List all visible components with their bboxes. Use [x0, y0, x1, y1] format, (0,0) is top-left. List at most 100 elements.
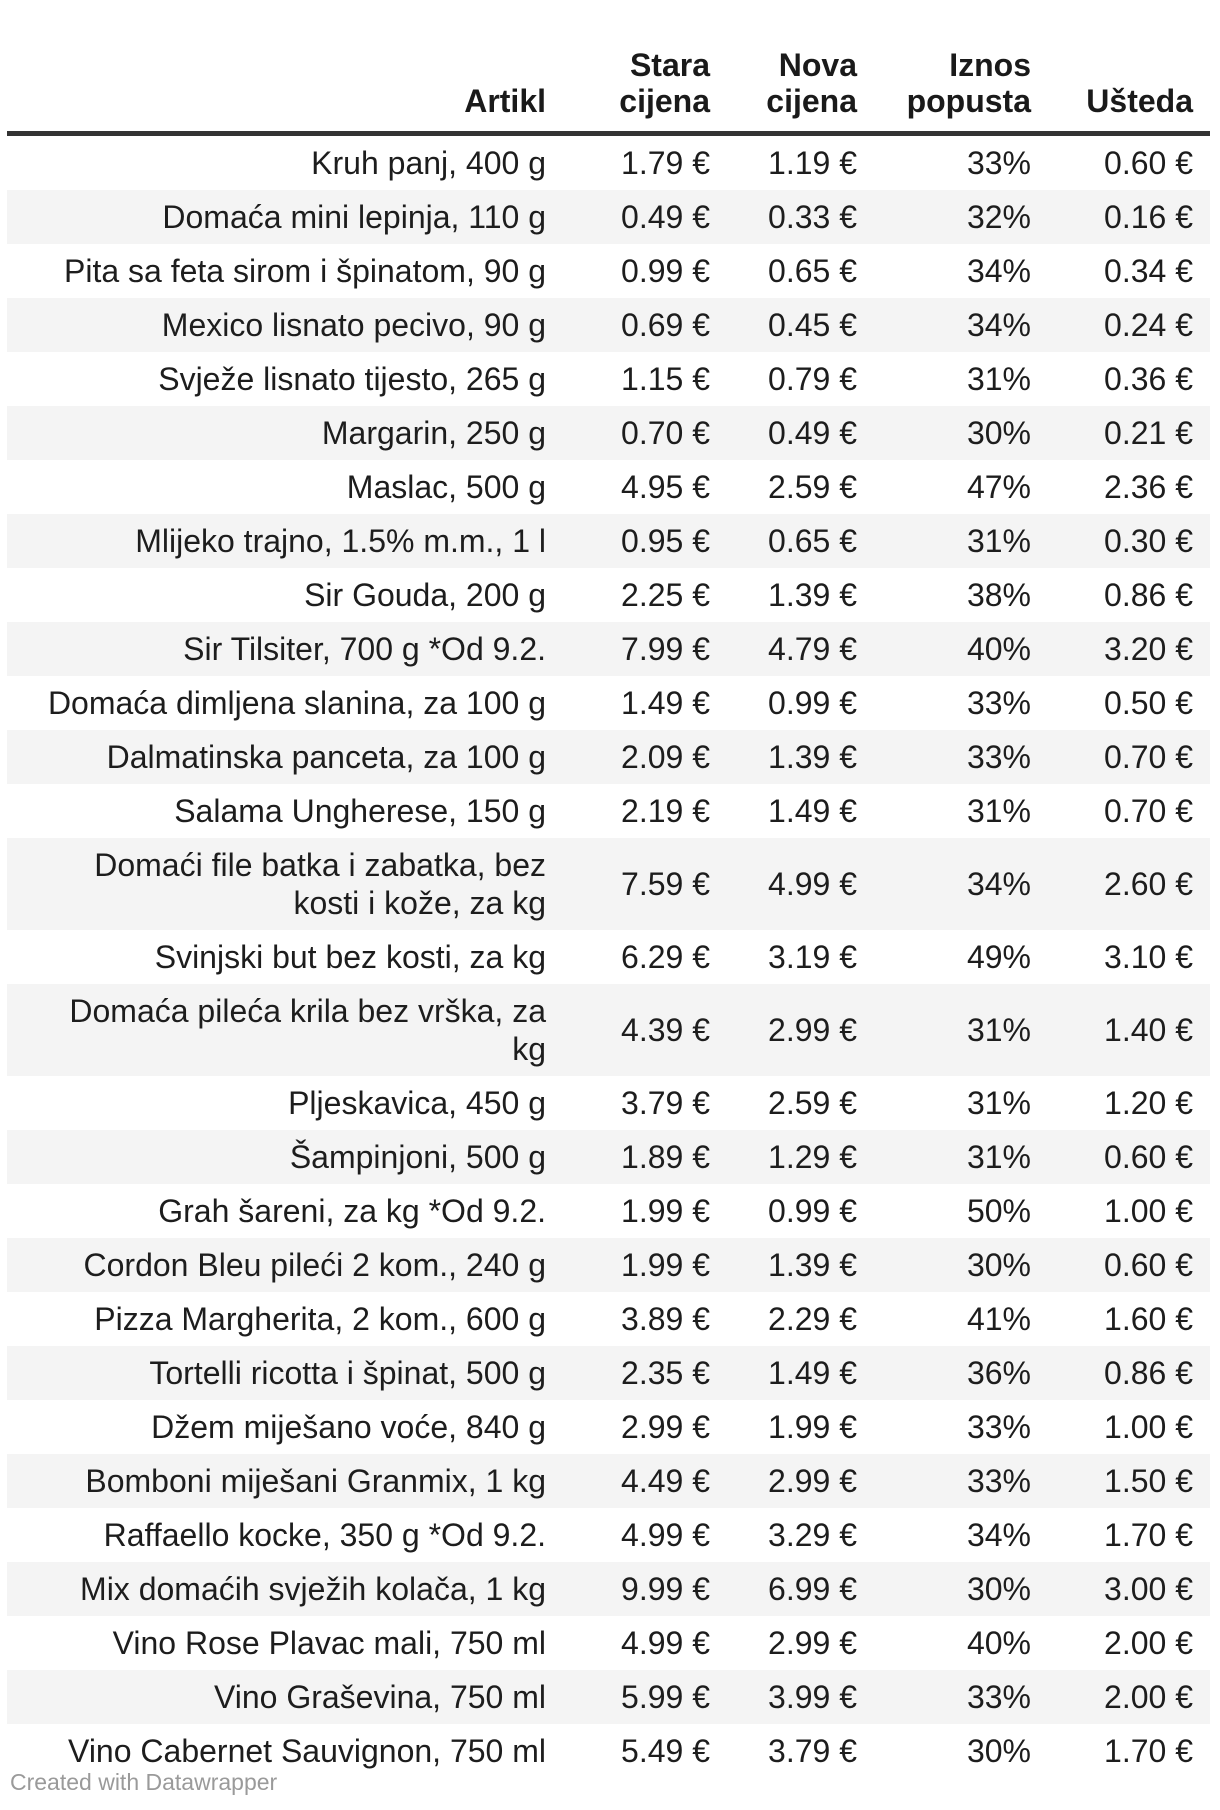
cell-iznos: 33% [966, 685, 1031, 721]
cell-stara: 4.99 € [621, 1517, 710, 1553]
cell-artikl: Sir Gouda, 200 g [304, 577, 546, 613]
cell-artikl: Margarin, 250 g [321, 415, 546, 451]
cell-iznos: 50% [966, 1193, 1031, 1229]
table-row: Sir Gouda, 200 g 2.25 € 1.39 € 38% 0.86 € [7, 568, 1210, 622]
cell-nova: 2.99 € [768, 1012, 857, 1048]
table-row: Mlijeko trajno, 1.5% m.m., 1 l 0.95 € 0.65… [7, 514, 1210, 568]
cell-stara: 2.19 € [621, 793, 710, 829]
cell-usteda: 0.60 € [1104, 1247, 1193, 1283]
cell-artikl: Cordon Bleu pileći 2 kom., 240 g [83, 1247, 546, 1283]
cell-usteda: 0.86 € [1104, 1355, 1193, 1391]
cell-stara: 4.39 € [621, 1012, 710, 1048]
cell-nova: 1.49 € [768, 1355, 857, 1391]
cell-iznos: 31% [966, 793, 1031, 829]
cell-artikl: Vino Graševina, 750 ml [213, 1679, 546, 1715]
cell-stara: 0.49 € [621, 199, 710, 235]
cell-nova: 1.39 € [768, 739, 857, 775]
cell-usteda: 0.86 € [1104, 577, 1193, 613]
table-row: Mexico lisnato pecivo, 90 g 0.69 € 0.45 € 3… [7, 298, 1210, 352]
cell-iznos: 33% [966, 1679, 1031, 1715]
cell-usteda: 0.60 € [1104, 145, 1193, 181]
cell-iznos: 40% [966, 1625, 1031, 1661]
cell-iznos: 30% [966, 1733, 1031, 1769]
cell-nova: 3.99 € [768, 1679, 857, 1715]
cell-nova: 2.99 € [768, 1625, 857, 1661]
datawrapper-credit: Created with Datawrapper [10, 1769, 278, 1795]
cell-nova: 0.99 € [768, 1193, 857, 1229]
table-row: Dalmatinska panceta, za 100 g 2.09 € 1.39 … [7, 730, 1210, 784]
cell-artikl: Domaća dimljena slanina, za 100 g [47, 685, 546, 721]
cell-stara: 9.99 € [621, 1571, 710, 1607]
cell-iznos: 32% [966, 199, 1031, 235]
cell-nova: 1.39 € [768, 577, 857, 613]
table-row: Cordon Bleu pileći 2 kom., 240 g 1.99 € 1.… [7, 1238, 1210, 1292]
cell-nova: 4.99 € [768, 866, 857, 902]
cell-iznos: 36% [966, 1355, 1031, 1391]
cell-usteda: 0.30 € [1104, 523, 1193, 559]
table-row: Raffaello kocke, 350 g *Od 9.2. 4.99 € 3.2… [7, 1508, 1210, 1562]
cell-iznos: 30% [966, 1247, 1031, 1283]
cell-iznos: 41% [966, 1301, 1031, 1337]
table-row: Pljeskavica, 450 g 3.79 € 2.59 € 31% 1.20 € [7, 1076, 1210, 1130]
cell-usteda: 0.60 € [1104, 1139, 1193, 1175]
table-row: Margarin, 250 g 0.70 € 0.49 € 30% 0.21 € [7, 406, 1210, 460]
cell-artikl: Pita sa feta sirom i špinatom, 90 g [64, 253, 546, 289]
cell-nova: 3.79 € [768, 1733, 857, 1769]
cell-artikl: Mexico lisnato pecivo, 90 g [161, 307, 546, 343]
cell-usteda: 0.36 € [1104, 361, 1193, 397]
cell-artikl: Sir Tilsiter, 700 g *Od 9.2. [183, 631, 546, 667]
cell-usteda: 3.10 € [1104, 939, 1193, 975]
table-row: Salama Ungherese, 150 g 2.19 € 1.49 € 31% 0.… [7, 784, 1210, 838]
cell-stara: 4.95 € [621, 469, 710, 505]
cell-stara: 1.99 € [621, 1193, 710, 1229]
cell-usteda: 1.00 € [1104, 1193, 1193, 1229]
cell-artikl: Svježe lisnato tijesto, 265 g [158, 361, 546, 397]
cell-iznos: 31% [966, 1085, 1031, 1121]
cell-artikl: Vino Rose Plavac mali, 750 ml [112, 1625, 546, 1661]
cell-artikl: Svinjski but bez kosti, za kg [154, 939, 546, 975]
cell-nova: 0.45 € [768, 307, 857, 343]
cell-iznos: 31% [966, 523, 1031, 559]
cell-iznos: 31% [966, 361, 1031, 397]
table-row: Pizza Margherita, 2 kom., 600 g 3.89 € 2.2… [7, 1292, 1210, 1346]
cell-usteda: 3.00 € [1104, 1571, 1193, 1607]
cell-artikl: Kruh panj, 400 g [311, 145, 546, 181]
cell-stara: 5.99 € [621, 1679, 710, 1715]
table-row: Džem miješano voće, 840 g 2.99 € 1.99 € 33%… [7, 1400, 1210, 1454]
cell-usteda: 0.70 € [1104, 793, 1193, 829]
cell-artikl: Šampinjoni, 500 g [289, 1139, 546, 1175]
table-row: Sir Tilsiter, 700 g *Od 9.2. 7.99 € 4.79 €… [7, 622, 1210, 676]
cell-stara: 1.79 € [621, 145, 710, 181]
cell-artikl: Domaća pileća krila bez vrška, za kg [69, 993, 546, 1067]
cell-usteda: 0.34 € [1104, 253, 1193, 289]
cell-nova: 3.19 € [768, 939, 857, 975]
cell-artikl: Tortelli ricotta i špinat, 500 g [149, 1355, 546, 1391]
cell-iznos: 31% [966, 1139, 1031, 1175]
table-row: Tortelli ricotta i špinat, 500 g 2.35 € 1.… [7, 1346, 1210, 1400]
table-row: Šampinjoni, 500 g 1.89 € 1.29 € 31% 0.60 € [7, 1130, 1210, 1184]
price-discount-table: Artikl Stara cijena Nova cijena Iznos popus… [7, 0, 1210, 1778]
table-row: Bomboni miješani Granmix, 1 kg 4.49 € 2.99… [7, 1454, 1210, 1508]
cell-iznos: 34% [966, 253, 1031, 289]
column-header-nova: Nova cijena [731, 0, 878, 136]
cell-artikl: Pizza Margherita, 2 kom., 600 g [94, 1301, 546, 1337]
table-header: Artikl Stara cijena Nova cijena Iznos popus… [7, 0, 1210, 136]
cell-usteda: 3.20 € [1104, 631, 1193, 667]
column-header-stara: Stara cijena [567, 0, 731, 136]
cell-nova: 3.29 € [768, 1517, 857, 1553]
table-row: Kruh panj, 400 g 1.79 € 1.19 € 33% 0.60 € [7, 134, 1210, 191]
table-row: Domaći file batka i zabatka, bez kosti i… [7, 838, 1210, 930]
cell-stara: 4.99 € [621, 1625, 710, 1661]
cell-usteda: 2.00 € [1104, 1625, 1193, 1661]
cell-usteda: 1.70 € [1104, 1733, 1193, 1769]
cell-usteda: 1.40 € [1104, 1012, 1193, 1048]
cell-artikl: Domaći file batka i zabatka, bez kosti i… [94, 847, 546, 921]
table-body: Kruh panj, 400 g 1.79 € 1.19 € 33% 0.60 € Dom… [7, 134, 1210, 1779]
table-row: Vino Rose Plavac mali, 750 ml 4.99 € 2.99 … [7, 1616, 1210, 1670]
cell-nova: 2.29 € [768, 1301, 857, 1337]
cell-stara: 4.49 € [621, 1463, 710, 1499]
cell-stara: 1.99 € [621, 1247, 710, 1283]
cell-stara: 0.70 € [621, 415, 710, 451]
cell-stara: 6.29 € [621, 939, 710, 975]
